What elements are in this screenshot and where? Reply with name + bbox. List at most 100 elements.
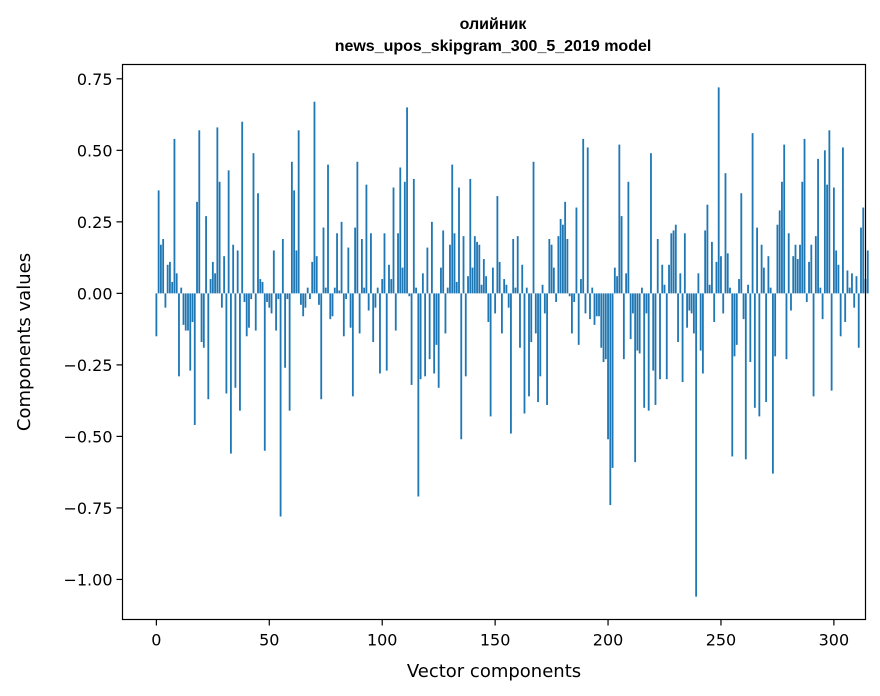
bar: [650, 153, 652, 294]
bar: [340, 221, 343, 294]
bar: [794, 244, 797, 294]
bar: [860, 227, 862, 294]
bar: [191, 293, 194, 322]
y-axis-label: Components values: [14, 253, 35, 431]
bar: [776, 224, 779, 294]
bar: [801, 181, 804, 294]
bar: [494, 293, 497, 314]
bar: [550, 244, 553, 294]
bar: [826, 184, 829, 294]
bar: [401, 267, 404, 294]
bar: [566, 239, 569, 294]
bar: [370, 233, 372, 294]
bar: [462, 236, 465, 294]
y-tick-label: 0.50: [77, 141, 113, 160]
bar: [742, 293, 745, 320]
bar: [821, 293, 824, 320]
bar: [331, 293, 334, 317]
bar: [277, 293, 280, 300]
bar: [701, 293, 704, 374]
x-tick-label: 100: [367, 631, 398, 650]
y-tick-label: −0.50: [63, 427, 112, 446]
bar: [178, 293, 180, 377]
bar: [604, 293, 607, 360]
bar: [839, 293, 842, 337]
bar: [162, 239, 165, 294]
bar: [182, 293, 185, 325]
bar: [799, 244, 801, 294]
bar: [284, 293, 287, 368]
x-axis-label: Vector components: [407, 661, 581, 682]
bar: [360, 239, 363, 294]
bar: [528, 293, 530, 397]
bar: [444, 293, 447, 334]
bar: [810, 244, 813, 294]
bar: [254, 293, 257, 331]
bar: [458, 187, 460, 294]
bar: [263, 293, 266, 451]
bar: [216, 127, 219, 294]
bar: [575, 207, 578, 294]
bar: [774, 293, 777, 357]
bar: [765, 293, 768, 403]
bar: [446, 287, 449, 294]
bar: [270, 293, 273, 314]
bar: [713, 293, 716, 322]
bar: [769, 287, 772, 294]
bar: [571, 293, 573, 334]
bar: [390, 279, 393, 294]
bar: [819, 287, 822, 294]
bar: [663, 284, 666, 294]
bar: [257, 193, 259, 294]
bar: [625, 273, 628, 294]
bar: [503, 279, 506, 294]
bar: [440, 267, 442, 294]
bar: [476, 241, 478, 294]
bar: [311, 261, 314, 294]
bar: [281, 239, 284, 294]
bar: [379, 293, 381, 374]
bar: [679, 273, 682, 294]
bar: [744, 293, 747, 460]
bar: [758, 293, 761, 417]
bar: [830, 293, 833, 391]
bar: [469, 178, 472, 294]
bar: [561, 224, 564, 294]
bar: [424, 293, 427, 377]
bar: [602, 293, 605, 363]
bar: [347, 247, 350, 294]
bar: [613, 267, 616, 294]
bar: [686, 293, 688, 328]
y-tick-label: 0.00: [77, 284, 113, 303]
bar: [426, 247, 429, 294]
bar: [211, 261, 214, 294]
bar: [252, 153, 255, 294]
bar: [708, 284, 711, 294]
bar: [455, 281, 458, 294]
bar: [677, 293, 679, 342]
bar: [342, 293, 345, 337]
bar: [510, 293, 512, 434]
bar: [729, 287, 731, 294]
bar: [634, 293, 637, 463]
bar: [559, 218, 562, 294]
bar: [760, 244, 763, 294]
y-axis-ticks: −1.00 −0.75 −0.50 −0.25 0.00 0.25 0.50 0.75: [63, 70, 123, 589]
bar: [767, 256, 770, 294]
bar: [351, 293, 354, 397]
bar: [300, 293, 302, 305]
bar: [808, 261, 810, 294]
bar: [261, 281, 264, 294]
y-tick-label: −1.00: [63, 570, 112, 589]
bar: [410, 293, 413, 385]
bar: [733, 293, 736, 357]
bar: [223, 256, 226, 294]
bar: [193, 293, 196, 425]
bar: [855, 276, 858, 294]
bar: [672, 230, 675, 294]
bar: [363, 287, 366, 294]
bar: [295, 250, 298, 294]
bar: [293, 190, 296, 294]
bar: [442, 230, 445, 294]
